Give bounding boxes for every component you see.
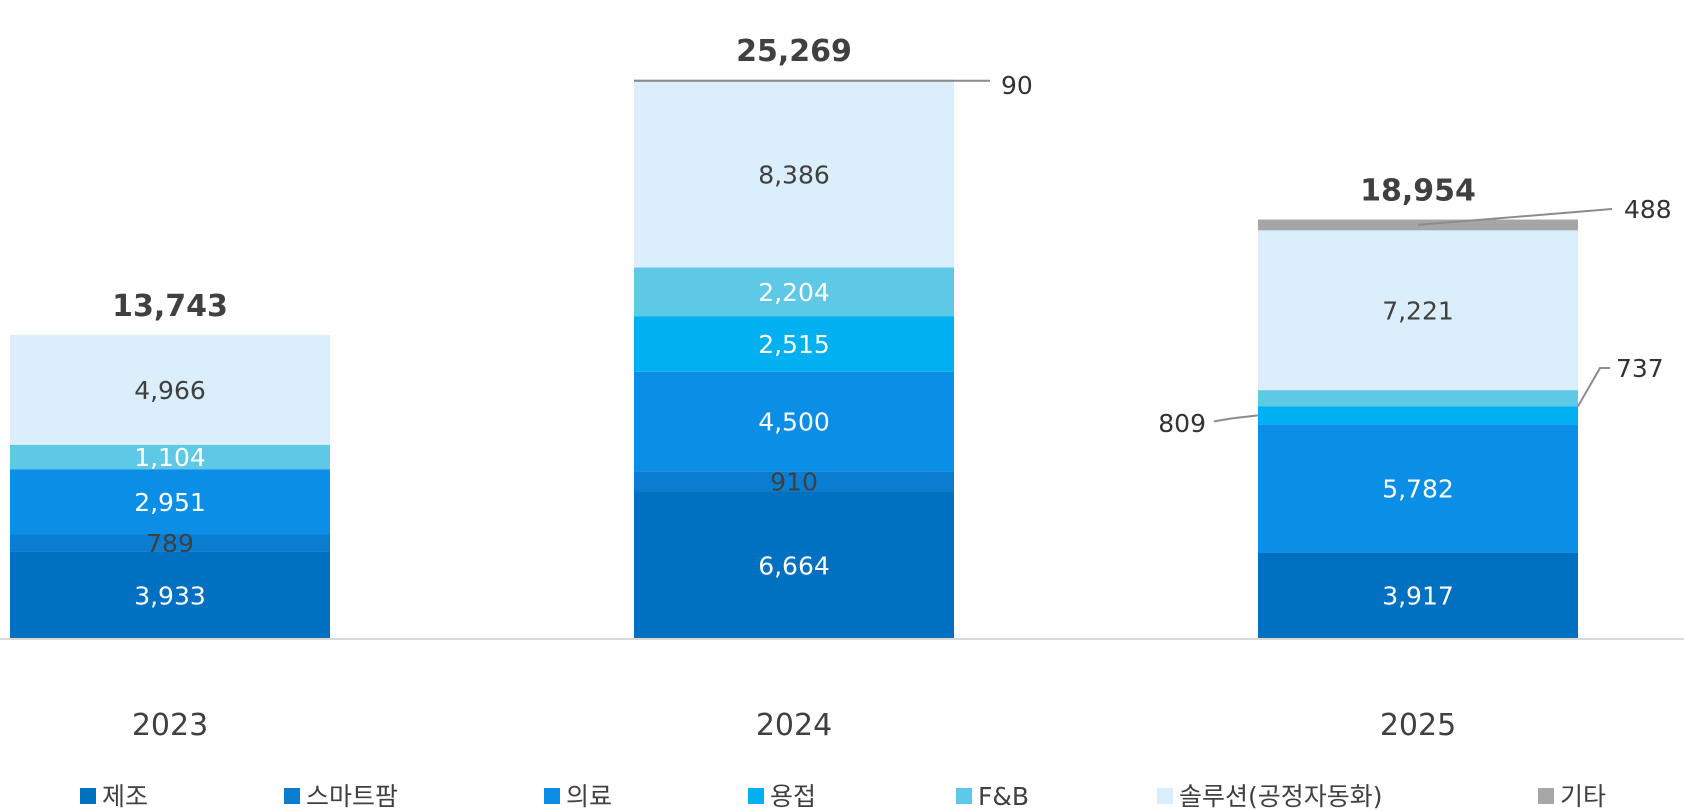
bar-segment-의료-2023: [10, 469, 330, 535]
x-axis-tick-labels: 2023 2024 2025: [132, 708, 1456, 743]
bar-segment-용접-2024: [634, 316, 954, 372]
legend-swatch-제조: [80, 788, 96, 804]
data-label-솔루션-공정자동화-2023: 4,966: [134, 376, 206, 405]
data-label-솔루션-공정자동화-2025: 7,221: [1382, 296, 1454, 325]
data-label-의료-2023: 2,951: [134, 488, 206, 517]
legend-label-기타: 기타: [1560, 782, 1606, 811]
bar-segment-f-b-2023: [10, 444, 330, 470]
data-label-의료-2024: 4,500: [758, 408, 830, 437]
x-tick-label-2024: 2024: [756, 708, 832, 743]
data-label-솔루션-공정자동화-2024: 8,386: [758, 161, 830, 190]
bar-segment-f-b-2025: [1258, 390, 1578, 407]
x-tick-label-2025: 2025: [1380, 708, 1456, 743]
legend-swatch-f-b: [956, 788, 972, 804]
total-label-2025: 18,954: [1360, 174, 1476, 209]
legend-label-f-b: F&B: [978, 782, 1029, 811]
bar-segment-기타-2025: [1258, 219, 1578, 231]
legend-item-솔루션-공정자동화: 솔루션(공정자동화): [1157, 782, 1383, 811]
total-label-2024: 25,269: [736, 34, 852, 69]
bar-segment-의료-2025: [1258, 424, 1578, 553]
bar-segment-스마트팜-2023: [10, 534, 330, 552]
data-label-f-b-2024: 2,204: [758, 278, 830, 307]
data-label-f-b-2025: 737: [1616, 354, 1664, 383]
leader-line-용접-2025: [1213, 414, 1259, 423]
x-tick-label-2023: 2023: [132, 708, 208, 743]
legend-label-제조: 제조: [102, 782, 148, 811]
data-label-제조-2024: 6,664: [758, 551, 830, 580]
bar-segment-제조-2023: [10, 551, 330, 639]
legend-item-용접: 용접: [748, 782, 816, 811]
legend-swatch-용접: [748, 788, 764, 804]
leader-line-기타-2025: [1417, 208, 1613, 226]
bar-segment-f-b-2024: [634, 267, 954, 317]
legend-item-스마트팜: 스마트팜: [284, 782, 398, 811]
legend: 제조 스마트팜 의료 용접 F&B 솔루션(공정자동화) 기타: [80, 782, 1606, 811]
data-label-스마트팜-2024: 910: [770, 467, 818, 496]
callout-leaders: 90 488 737 809: [634, 71, 1672, 438]
bar-segment-용접-2025: [1258, 406, 1578, 425]
data-label-용접-2024: 2,515: [758, 330, 830, 359]
legend-label-용접: 용접: [770, 782, 816, 811]
legend-swatch-의료: [544, 788, 560, 804]
legend-item-의료: 의료: [544, 782, 612, 811]
bar-segment-솔루션-공정자동화-2023: [10, 334, 330, 445]
bar-segment-제조-2024: [634, 491, 954, 639]
data-label-의료-2025: 5,782: [1382, 474, 1454, 503]
data-label-기타-2025: 488: [1624, 195, 1672, 224]
bar-segment-스마트팜-2024: [634, 471, 954, 492]
data-label-스마트팜-2023: 789: [146, 529, 194, 558]
bar-totals: 13,743 25,269 18,954: [112, 34, 1476, 324]
bar-segments: [10, 79, 1578, 639]
legend-swatch-기타: [1538, 788, 1554, 804]
leader-line-f-b-2025: [1577, 367, 1610, 407]
segment-labels: 3,933 789 2,951 1,104 4,966 6,664 910 4,500 2,51…: [134, 161, 1454, 611]
data-label-제조-2025: 3,917: [1382, 582, 1454, 611]
legend-swatch-솔루션-공정자동화: [1157, 788, 1173, 804]
legend-label-솔루션-공정자동화: 솔루션(공정자동화): [1179, 782, 1383, 811]
data-label-기타-2024: 90: [1001, 71, 1033, 100]
legend-label-스마트팜: 스마트팜: [306, 782, 398, 811]
legend-label-의료: 의료: [566, 782, 612, 811]
legend-swatch-스마트팜: [284, 788, 300, 804]
legend-item-기타: 기타: [1538, 782, 1606, 811]
total-label-2023: 13,743: [112, 289, 228, 324]
data-label-용접-2025: 809: [1158, 409, 1206, 438]
bar-segment-제조-2025: [1258, 552, 1578, 639]
bar-segment-솔루션-공정자동화-2024: [634, 81, 954, 268]
data-label-제조-2023: 3,933: [134, 581, 206, 610]
bar-segment-솔루션-공정자동화-2025: [1258, 230, 1578, 391]
legend-item-f-b: F&B: [956, 782, 1029, 811]
bar-segment-의료-2024: [634, 371, 954, 472]
data-label-f-b-2023: 1,104: [134, 443, 206, 472]
legend-item-제조: 제조: [80, 782, 148, 811]
